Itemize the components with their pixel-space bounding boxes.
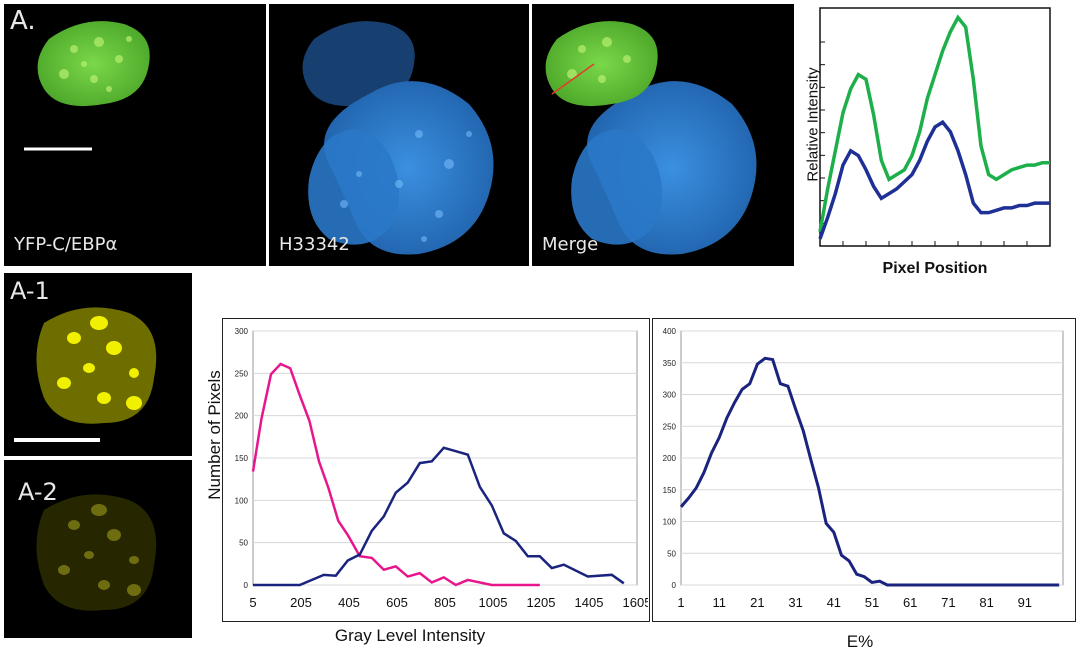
y-tick-label: 350 [663,359,677,368]
x-tick-label: 21 [750,595,764,610]
y-tick-label: 250 [663,422,677,431]
merge-image [545,21,757,255]
x-tick-label: 605 [386,595,408,610]
x-tick-label: 91 [1018,595,1032,610]
x-tick-label: 1005 [479,595,508,610]
merge-caption: Merge [542,234,599,255]
gray-level-histogram: 0 50 100 150 200 250 300 5 205 405 605 805 1005 1205… [222,318,652,622]
a1-label: A-1 [10,277,50,305]
x-tick-label: 405 [338,595,360,610]
y-tick-label: 100 [235,496,249,505]
magenta-histogram-line [251,362,540,587]
profile-y-title: Relative Intensity [804,67,822,182]
x-tick-label: 1605 [623,595,648,610]
hoechst-image-panel: H33342 [269,4,529,266]
line-scan-marker [551,63,595,95]
y-tick-label: 400 [663,327,677,336]
x-tick-label: 1 [677,595,684,610]
x-tick-label: 71 [941,595,955,610]
gray-level-histogram-plot: 0 50 100 150 200 250 300 5 205 405 605 805 1005 1205… [235,327,652,610]
y-tick-label: 300 [235,327,249,336]
y-tick-label: 50 [239,539,248,548]
a2-label: A-2 [18,478,58,506]
y-tick-label: 0 [672,581,677,590]
x-tick-label: 61 [903,595,917,610]
yfp-image-panel: A. YFP-C/EBPα [4,4,266,266]
line-profile-plot [818,7,1051,247]
yfp-caption: YFP-C/EBPα [14,234,118,255]
efret-histogram: 0 50 100 150 200 250 300 350 400 1 11 21 31 41 51 61 71… [652,318,1076,622]
x-tick-label: 11 [712,595,726,610]
hoechst-caption: H33342 [279,234,350,255]
x-tick-label: 51 [865,595,879,610]
profile-x-title: Pixel Position [882,260,988,277]
x-tick-label: 41 [827,595,841,610]
y-tick-label: 200 [235,412,249,421]
navy-histogram-line [253,446,625,587]
efret-line [679,356,1060,587]
x-tick-label: 1405 [575,595,604,610]
line-profile-chart: Relative Intensity Pixel Position [800,4,1075,284]
hist-x-title: Gray Level Intensity [334,626,486,645]
y-tick-label: 250 [235,369,249,378]
e-x-title: E% [846,632,874,651]
panel-a-label: A. [10,6,36,36]
x-tick-label: 81 [979,595,993,610]
merge-image-panel: Merge [532,4,794,266]
blue-intensity-line [818,119,1050,240]
x-tick-label: 805 [434,595,456,610]
yfp-nucleus-image [24,21,150,151]
y-tick-label: 0 [244,581,249,590]
y-tick-label: 300 [663,391,677,400]
y-tick-label: 150 [663,486,677,495]
x-tick-label: 1205 [527,595,556,610]
y-tick-label: 200 [663,454,677,463]
x-tick-label: 205 [290,595,312,610]
x-tick-label: 31 [788,595,802,610]
y-tick-label: 100 [663,518,677,527]
hoechst-nuclei-image [302,21,494,255]
y-tick-label: 50 [667,549,676,558]
a2-image-panel: A-2 [4,460,192,638]
a1-image-panel: A-1 [4,273,192,456]
green-intensity-line [818,14,1050,233]
y-tick-label: 150 [235,454,249,463]
x-tick-label: 5 [249,595,256,610]
a1-nucleus-image [14,307,157,442]
hist-y-title: Number of Pixels [205,370,224,500]
a2-nucleus-image [36,494,157,611]
